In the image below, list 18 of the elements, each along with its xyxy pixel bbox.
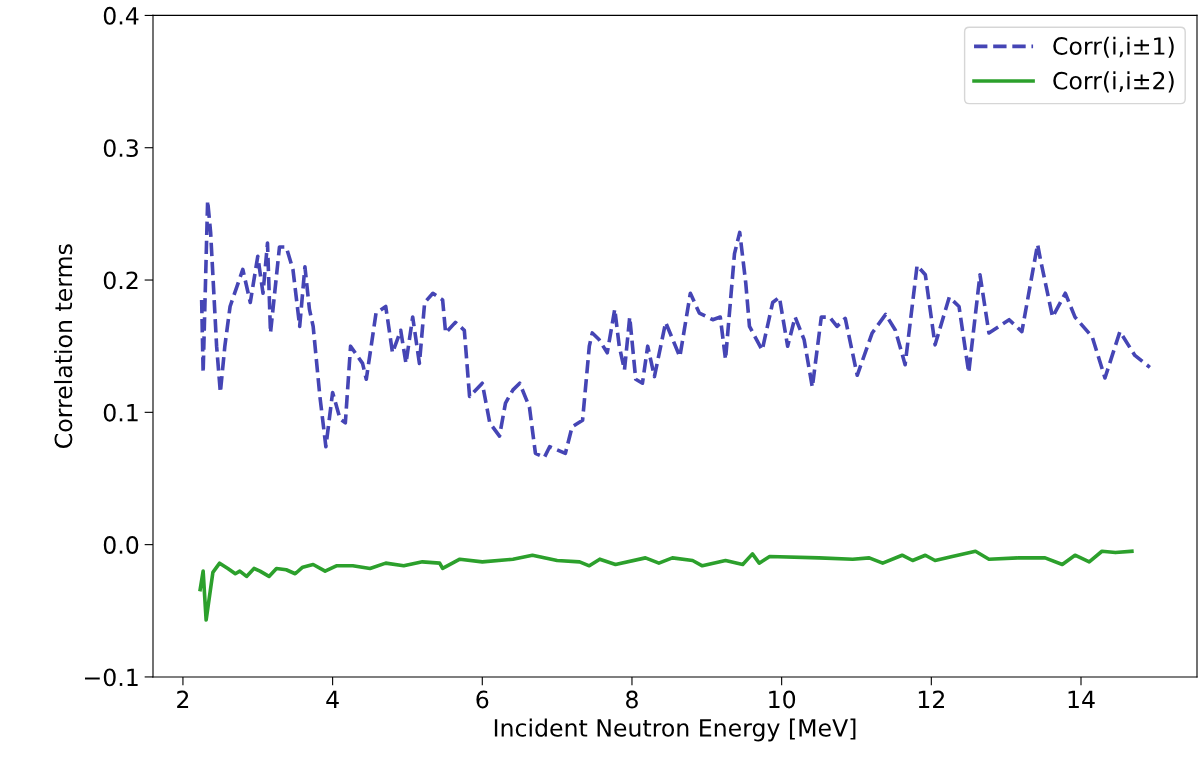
x-tick-label: 10 xyxy=(769,690,796,709)
x-tick-label: 12 xyxy=(918,690,944,709)
y-tick-label: 0.0 xyxy=(103,536,139,554)
x-tick-label: 14 xyxy=(1068,690,1095,709)
y-tick-label: 0.3 xyxy=(103,139,138,158)
y-axis-title: Correlation terms xyxy=(54,244,73,448)
y-tick-label: 0.4 xyxy=(103,6,139,25)
legend-label: Corr(i,i±2) xyxy=(1053,71,1174,93)
y-tick-label: 0.2 xyxy=(103,271,138,290)
x-tick-label: 2 xyxy=(177,690,189,709)
line-series xyxy=(198,549,1134,622)
x-tick-label: 6 xyxy=(476,690,489,709)
y-tick-label: −0.1 xyxy=(84,668,138,687)
x-axis-title: Incident Neutron Energy [MeV] xyxy=(494,718,856,742)
legend-label: Corr(i,i±1) xyxy=(1053,36,1174,58)
y-tick-label: 0.1 xyxy=(103,403,138,422)
x-tick-label: 4 xyxy=(326,690,339,709)
x-tick-label: 8 xyxy=(626,690,638,709)
